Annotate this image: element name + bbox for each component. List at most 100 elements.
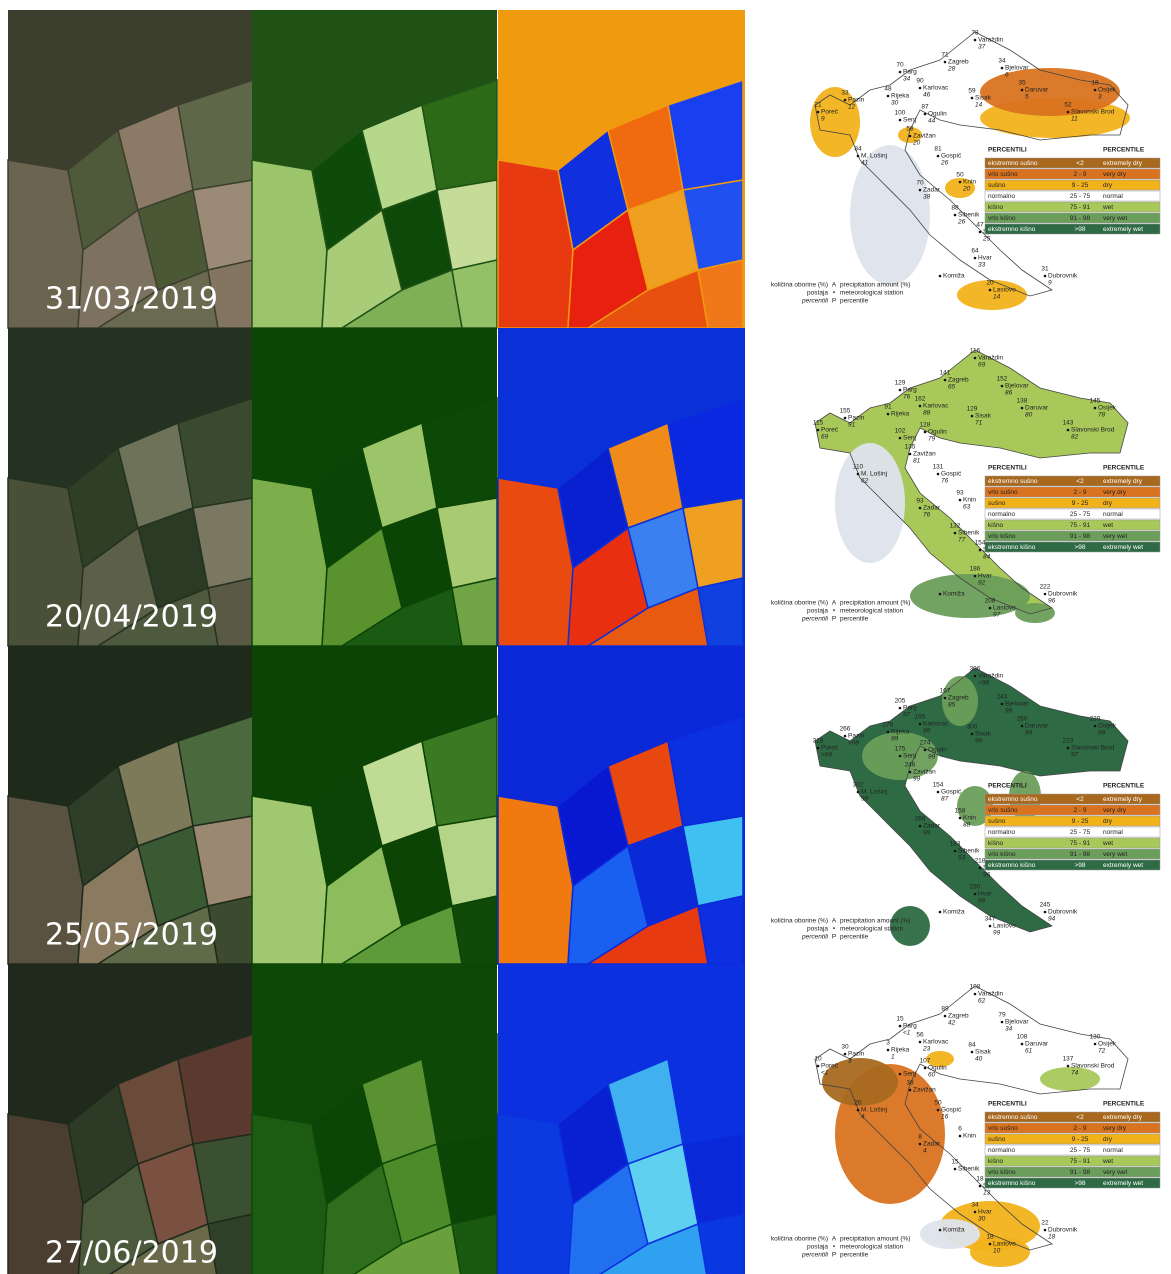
station-percentile: 99	[923, 728, 931, 735]
field	[353, 1222, 462, 1274]
station-name: Osijek	[1098, 1041, 1117, 1048]
station-dot	[958, 816, 962, 820]
station-amount: 143	[1063, 420, 1074, 427]
station-dot	[923, 1066, 927, 1070]
station-amount: 208	[985, 598, 996, 605]
station-percentile: 34	[1005, 1026, 1013, 1033]
station-dot	[953, 1167, 957, 1171]
station-percentile: 99	[861, 796, 869, 803]
station-name: M. Lošinj	[861, 471, 887, 478]
station-amount: 347	[985, 916, 996, 923]
station-percentile: 91	[848, 422, 856, 429]
station-dot	[1093, 406, 1097, 410]
station-percentile: 72	[1098, 1048, 1106, 1055]
station-amount: 223	[1063, 738, 1074, 745]
station-amount: 306	[970, 666, 981, 673]
station-name: Gospić	[941, 789, 962, 796]
station-name: Šibenik	[958, 528, 980, 537]
station-amount: 20	[986, 280, 994, 287]
station-name: Varaždin	[978, 991, 1004, 998]
station-amount: 108	[1017, 1034, 1028, 1041]
region	[920, 1219, 980, 1249]
note-symbol: A	[832, 1236, 837, 1243]
station-percentile: 3	[1098, 94, 1102, 101]
satellite-image	[7, 646, 254, 965]
station-name: Pazin	[848, 1051, 865, 1058]
station-percentile: 79	[928, 436, 936, 443]
station-name: Šibenik	[958, 1164, 980, 1173]
legend-label-en: very dry	[1103, 1125, 1127, 1132]
station-dot	[978, 1184, 982, 1188]
forest	[8, 646, 253, 806]
station-percentile: 85	[948, 702, 956, 709]
station-percentile: 99	[975, 738, 983, 745]
country-outline	[814, 667, 1129, 933]
legend-label-en: extremely wet	[1103, 1180, 1143, 1187]
legend-label: ekstremno sušno	[988, 1114, 1038, 1121]
station-amount: 15	[951, 1159, 959, 1166]
country-outline	[814, 349, 1129, 615]
station-percentile: 60	[928, 1072, 936, 1079]
station-dot	[918, 722, 922, 726]
legend-label: normalno	[988, 511, 1015, 518]
legend-swatch	[984, 541, 1161, 553]
station-name: Senj	[903, 435, 916, 442]
station-dot	[970, 1050, 974, 1054]
legend-label-en: extremely dry	[1103, 160, 1143, 167]
station-amount: 78	[971, 30, 979, 37]
station-percentile: 30	[891, 100, 899, 107]
legend-range: 9 - 25	[1072, 818, 1089, 825]
legend-label-en: very dry	[1103, 489, 1127, 496]
station-percentile: 40	[975, 1056, 983, 1063]
forest	[252, 646, 497, 806]
station-amount: 33	[841, 90, 849, 97]
station-dot	[1043, 1228, 1047, 1232]
station-name: Komiža	[943, 273, 965, 280]
station-dot	[1000, 66, 1004, 70]
station-amount: 8	[918, 1134, 922, 1141]
station-percentile: 80	[1025, 412, 1033, 419]
station-percentile: >98	[848, 740, 859, 747]
station-percentile: 74	[1071, 1070, 1079, 1077]
legend-label: sušno	[988, 818, 1006, 825]
station-name: Daruvar	[1025, 723, 1049, 730]
legend-range: >98	[1074, 544, 1085, 551]
note-symbol: •	[833, 608, 836, 615]
legend-range: 9 - 25	[1072, 500, 1089, 507]
station-dot	[978, 866, 982, 870]
station-percentile: 20	[962, 186, 971, 193]
station-dot	[908, 1088, 912, 1092]
note-en: meteorological station	[840, 1244, 904, 1251]
legend-swatch	[984, 1177, 1161, 1189]
station-percentile: 62	[861, 478, 869, 485]
legend-label: vrlo kišno	[988, 215, 1016, 222]
legend-swatch	[984, 486, 1161, 498]
legend-header: PERCENTILI	[988, 465, 1027, 472]
station-dot	[898, 706, 902, 710]
legend-range: 9 - 25	[1072, 182, 1089, 189]
station-percentile: <1	[821, 1070, 829, 1077]
station-name: Karlovac	[923, 721, 949, 728]
forest	[498, 328, 743, 488]
station-amount: 59	[968, 88, 976, 95]
legend-label: vrlo kišno	[988, 851, 1016, 858]
station-dot	[898, 388, 902, 392]
station-dot	[1093, 88, 1097, 92]
station-dot	[886, 94, 890, 98]
station-amount: 131	[933, 464, 944, 471]
note-en: precipitation amount (%)	[840, 918, 910, 925]
station-amount: 88	[951, 205, 959, 212]
note-symbol: A	[832, 918, 837, 925]
legend-swatch	[984, 1111, 1161, 1123]
station-name: Parg	[903, 387, 917, 394]
country-outline	[814, 31, 1129, 297]
station-dot	[973, 1210, 977, 1214]
station-dot	[953, 531, 957, 535]
station-name: Zavižan	[913, 133, 936, 140]
station-dot	[816, 428, 820, 432]
legend-label-en: normal	[1103, 511, 1123, 518]
station-dot	[973, 992, 977, 996]
station-amount: 70	[896, 62, 904, 69]
station-name: Zadar	[923, 1141, 941, 1148]
station-dot	[856, 472, 860, 476]
